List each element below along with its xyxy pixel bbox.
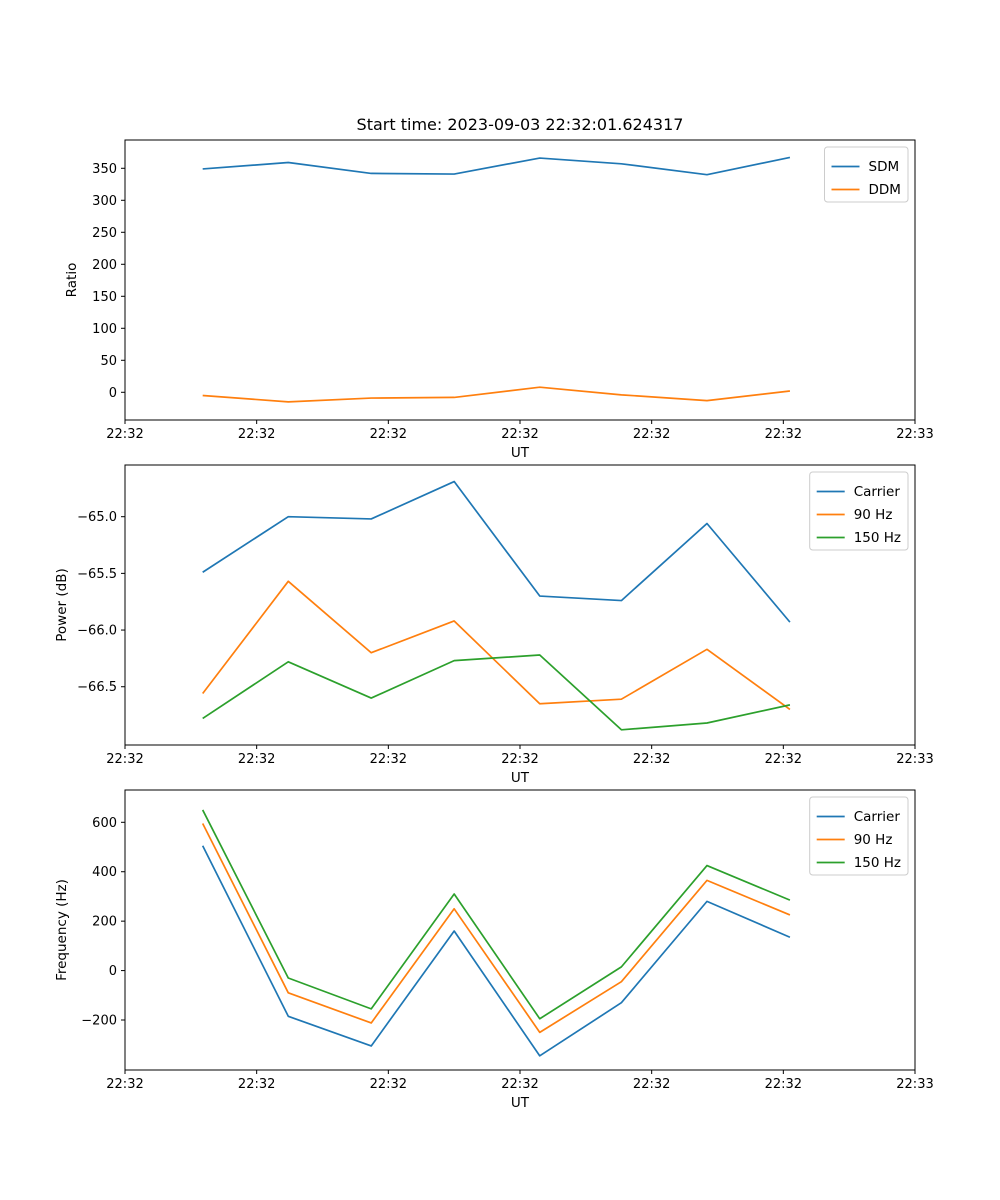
axes-spine <box>124 139 916 421</box>
chart-ratio: 0 50 100 150 200 250 300 350 22:32 22:32 22:32 22:3… <box>64 139 934 461</box>
x-axis-label: UT <box>511 445 530 461</box>
x-tick-label: 22:33 <box>896 1077 933 1092</box>
y-axis-label: Frequency (Hz) <box>54 879 70 981</box>
series-line-carrier <box>201 845 791 1057</box>
x-tick-label: 22:32 <box>765 427 802 442</box>
y-tick-label: −66.5 <box>77 680 117 695</box>
x-tick-label: 22:32 <box>370 752 407 767</box>
x-tick-label: 22:32 <box>501 1077 538 1092</box>
legend-label: Carrier <box>854 484 901 500</box>
chart-frequency-hz: −200 0 200 400 600 22:32 22:32 22:32 22:32 22:32 2… <box>54 789 934 1111</box>
y-axis-label: Ratio <box>64 263 80 298</box>
y-tick-label: 200 <box>92 915 117 930</box>
series-line-90-hz <box>201 823 791 1034</box>
x-tick-label: 22:33 <box>896 752 933 767</box>
x-tick-label: 22:32 <box>238 427 275 442</box>
x-tick-label: 22:32 <box>238 752 275 767</box>
legend-label: 90 Hz <box>854 832 893 848</box>
y-tick-label: 50 <box>100 354 117 369</box>
x-axis-label: UT <box>511 770 530 786</box>
y-tick-label: 400 <box>92 865 117 880</box>
series-line-150-hz <box>201 809 791 1020</box>
legend-frame <box>824 146 909 203</box>
x-axis-label: UT <box>511 1095 530 1111</box>
series-line-carrier <box>202 480 791 623</box>
legend: Carrier 90 Hz 150 Hz <box>809 471 909 551</box>
legend-label: DDM <box>869 182 901 198</box>
y-tick-label: −65.5 <box>77 567 117 582</box>
x-tick-label: 22:32 <box>633 427 670 442</box>
legend-label: 90 Hz <box>854 507 893 523</box>
y-tick-label: −200 <box>81 1014 117 1029</box>
x-tick-label: 22:32 <box>765 752 802 767</box>
x-tick-label: 22:32 <box>238 1077 275 1092</box>
legend: Carrier 90 Hz 150 Hz <box>809 796 909 876</box>
series-line-sdm <box>202 156 791 176</box>
axes-spine <box>124 464 916 746</box>
y-tick-label: 0 <box>109 964 117 979</box>
x-tick-label: 22:32 <box>106 427 143 442</box>
x-tick-label: 22:32 <box>501 427 538 442</box>
y-tick-label: 250 <box>92 226 117 241</box>
y-tick-label: 150 <box>92 290 117 305</box>
series-line-ddm <box>202 386 791 403</box>
y-tick-label: −65.0 <box>77 510 117 525</box>
x-tick-label: 22:32 <box>106 752 143 767</box>
x-tick-label: 22:32 <box>370 427 407 442</box>
x-tick-label: 22:32 <box>633 752 670 767</box>
y-tick-label: 300 <box>92 194 117 209</box>
y-tick-label: 350 <box>92 162 117 177</box>
series-line-90-hz <box>202 580 791 711</box>
y-tick-label: 100 <box>92 322 117 337</box>
y-axis-label: Power (dB) <box>54 568 70 641</box>
axes-spine <box>124 789 916 1071</box>
y-tick-label: 0 <box>109 386 117 401</box>
y-tick-label: 200 <box>92 258 117 273</box>
x-tick-label: 22:32 <box>765 1077 802 1092</box>
x-tick-label: 22:32 <box>501 752 538 767</box>
x-tick-label: 22:32 <box>370 1077 407 1092</box>
y-tick-label: 600 <box>92 816 117 831</box>
legend-label: 150 Hz <box>854 855 901 871</box>
legend-label: 150 Hz <box>854 530 901 546</box>
x-tick-label: 22:33 <box>896 427 933 442</box>
legend-label: SDM <box>869 159 900 175</box>
series-line-150-hz <box>202 654 791 731</box>
x-tick-label: 22:32 <box>106 1077 143 1092</box>
legend-label: Carrier <box>854 809 901 825</box>
chart-power-db: −65.0 −65.5 −66.0 −66.5 22:32 22:32 22:32 22:32… <box>54 464 934 786</box>
x-tick-label: 22:32 <box>633 1077 670 1092</box>
legend: SDM DDM <box>824 146 909 203</box>
y-tick-label: −66.0 <box>77 624 117 639</box>
figure-title: Start time: 2023-09-03 22:32:01.624317 <box>357 115 684 134</box>
